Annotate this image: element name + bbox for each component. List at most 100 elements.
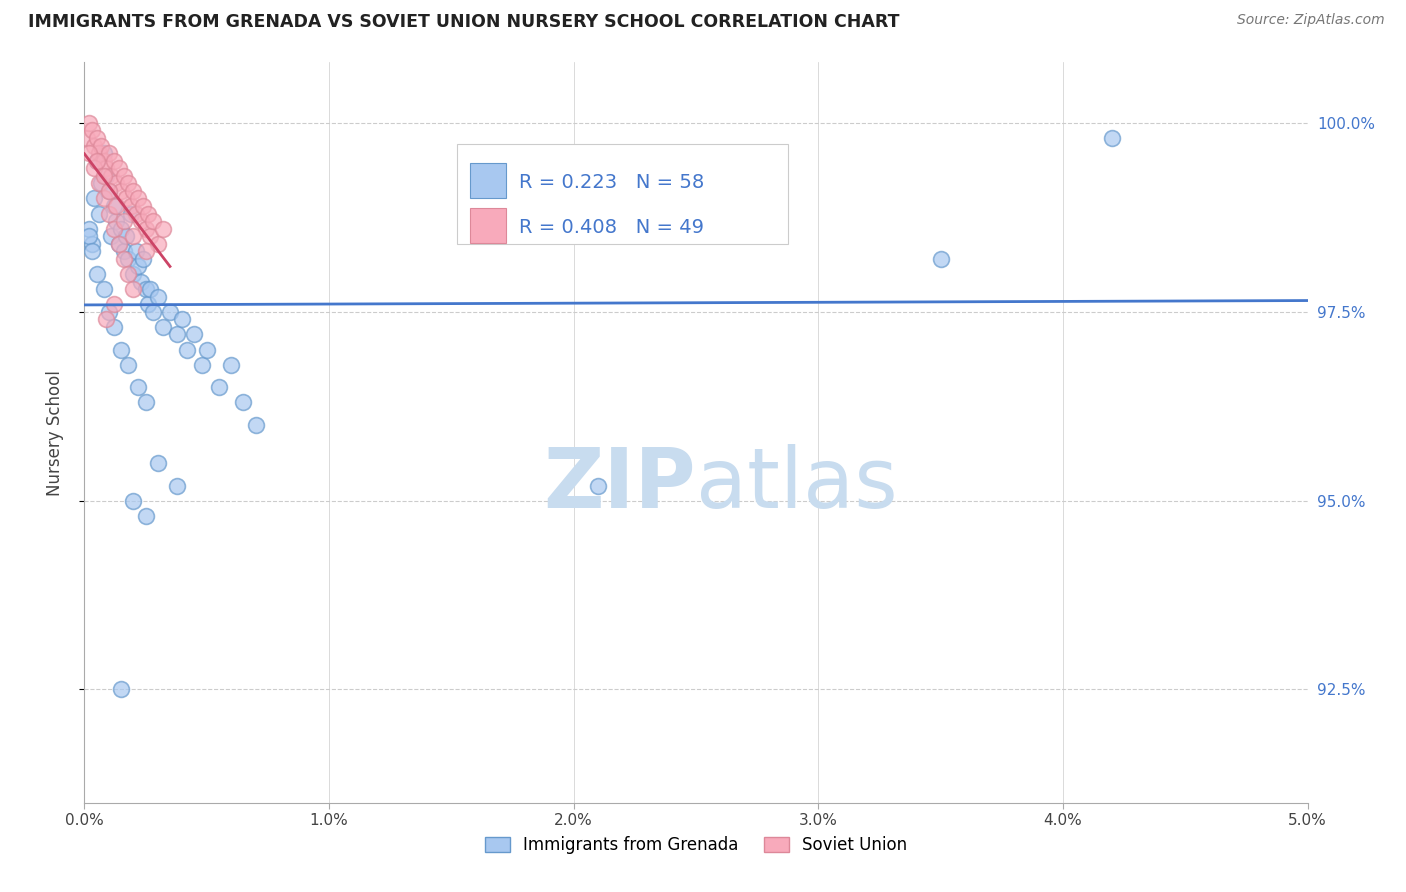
Point [1101, 131, 1123, 145]
Point [77, 116, 100, 130]
Point [125, 244, 148, 259]
Point [86, 267, 108, 281]
Point [122, 184, 145, 198]
Point [135, 508, 157, 523]
Point [139, 229, 162, 244]
Point [132, 199, 155, 213]
Point [80, 236, 103, 251]
Point [77, 229, 100, 244]
Point [110, 184, 132, 198]
Point [245, 418, 267, 433]
Point [110, 343, 132, 357]
Point [105, 214, 128, 228]
Point [86, 131, 108, 145]
Text: IMMIGRANTS FROM GRENADA VS SOVIET UNION NURSERY SCHOOL CORRELATION CHART: IMMIGRANTS FROM GRENADA VS SOVIET UNION … [28, 13, 900, 31]
Point [127, 191, 149, 205]
Point [172, 312, 194, 326]
Text: ZIP: ZIP [544, 444, 696, 525]
Point [142, 214, 165, 228]
Point [103, 153, 125, 168]
Point [166, 327, 188, 342]
Point [127, 260, 149, 274]
Point [115, 229, 138, 244]
Point [110, 682, 132, 697]
Point [76, 131, 98, 145]
Point [105, 177, 128, 191]
Point [96, 161, 118, 176]
Point [117, 358, 139, 372]
Point [159, 304, 181, 318]
Point [83, 161, 105, 176]
Y-axis label: Nursery School: Nursery School [45, 369, 63, 496]
Point [107, 236, 129, 251]
Point [105, 199, 128, 213]
Point [77, 146, 100, 161]
Point [183, 327, 205, 342]
Point [87, 146, 110, 161]
Point [97, 184, 120, 198]
Point [90, 138, 112, 153]
Point [112, 169, 135, 183]
Point [142, 304, 165, 318]
Point [112, 252, 135, 266]
Point [166, 478, 188, 492]
Point [122, 267, 145, 281]
Point [112, 244, 135, 259]
Point [80, 123, 103, 137]
Legend: Immigrants from Grenada, Soviet Union: Immigrants from Grenada, Soviet Union [478, 830, 914, 861]
Point [93, 191, 115, 205]
Point [87, 206, 110, 220]
Point [100, 169, 122, 183]
Point [929, 252, 952, 266]
Point [132, 252, 155, 266]
Point [135, 282, 157, 296]
Point [191, 358, 214, 372]
Point [135, 244, 157, 259]
Point [90, 177, 112, 191]
Point [97, 304, 120, 318]
Point [208, 380, 231, 394]
Point [127, 380, 149, 394]
Point [96, 312, 118, 326]
Point [120, 206, 142, 220]
Point [152, 319, 174, 334]
Point [107, 236, 129, 251]
FancyBboxPatch shape [457, 144, 787, 244]
Point [219, 358, 242, 372]
Point [117, 177, 139, 191]
Point [83, 138, 105, 153]
Point [115, 191, 138, 205]
Point [103, 199, 125, 213]
Point [125, 206, 148, 220]
Text: R = 0.408   N = 49: R = 0.408 N = 49 [519, 218, 703, 236]
Point [110, 221, 132, 235]
Point [232, 395, 254, 409]
Point [93, 282, 115, 296]
FancyBboxPatch shape [470, 162, 506, 198]
Point [87, 177, 110, 191]
Point [80, 244, 103, 259]
Text: atlas: atlas [696, 444, 897, 525]
Point [86, 153, 108, 168]
Point [195, 343, 218, 357]
Point [103, 319, 125, 334]
Point [129, 275, 152, 289]
Point [97, 184, 120, 198]
Point [97, 206, 120, 220]
Point [146, 290, 169, 304]
Point [97, 146, 120, 161]
Point [122, 282, 145, 296]
Point [120, 199, 142, 213]
Point [96, 169, 118, 183]
FancyBboxPatch shape [470, 208, 506, 243]
Point [152, 221, 174, 235]
Point [107, 161, 129, 176]
Point [136, 206, 159, 220]
Point [112, 214, 135, 228]
Point [86, 153, 108, 168]
Point [129, 214, 152, 228]
Point [77, 221, 100, 235]
Point [122, 493, 145, 508]
Point [146, 456, 169, 470]
Point [93, 169, 115, 183]
